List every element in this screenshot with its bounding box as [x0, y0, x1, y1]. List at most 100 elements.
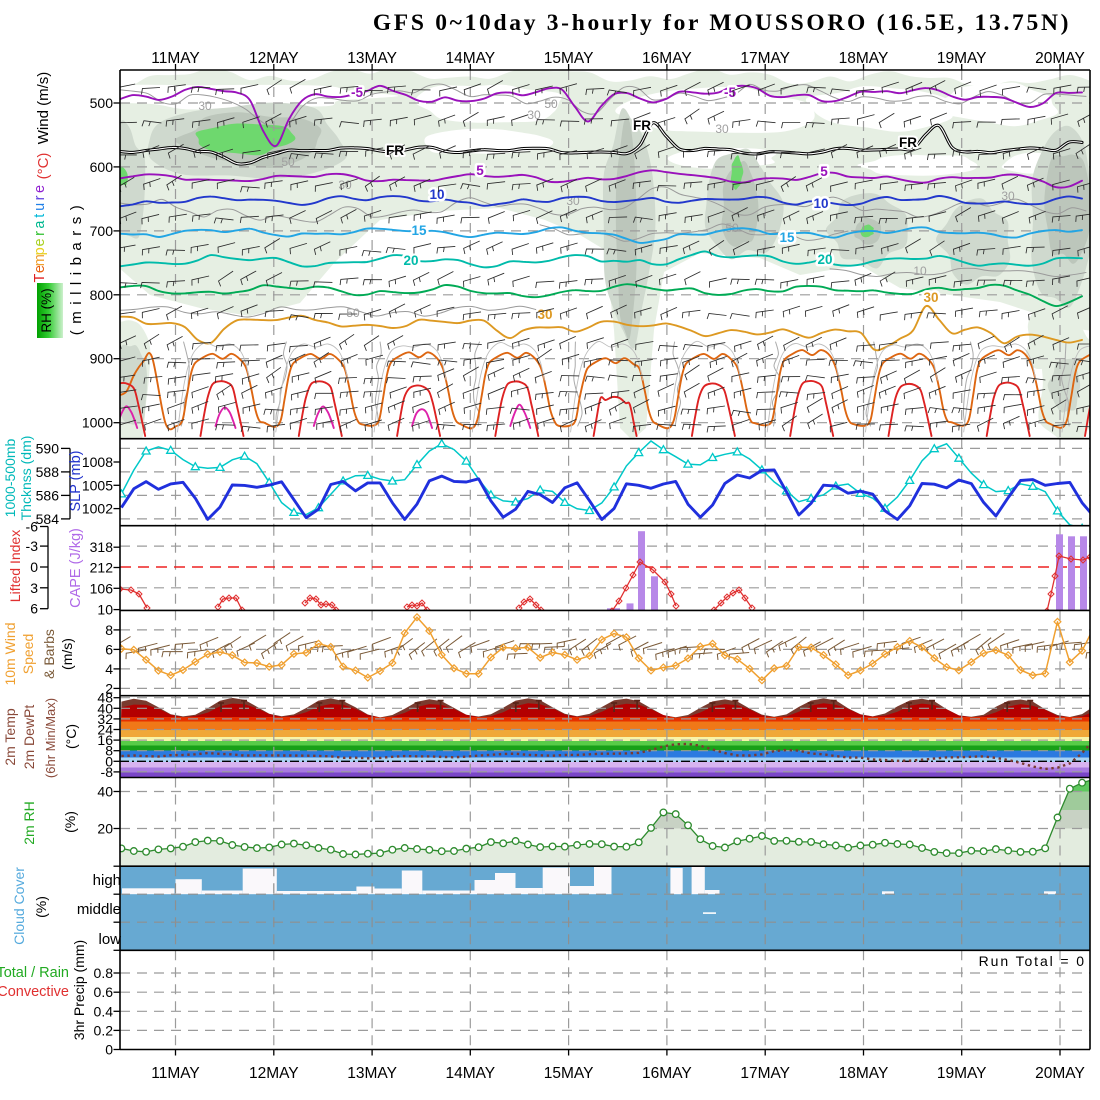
svg-text:r: r	[32, 231, 48, 236]
svg-text:low: low	[98, 931, 121, 948]
svg-text:50: 50	[281, 155, 295, 169]
svg-text:15MAY: 15MAY	[544, 50, 594, 67]
svg-text:50: 50	[544, 97, 558, 111]
svg-text:Total / Rain: Total / Rain	[0, 965, 69, 981]
svg-text:0.6: 0.6	[94, 984, 114, 1000]
svg-text:10: 10	[429, 187, 444, 202]
svg-text:48: 48	[97, 690, 113, 706]
svg-text:40: 40	[97, 700, 113, 716]
svg-text:Cloud Cover: Cloud Cover	[11, 867, 27, 945]
svg-text:u: u	[32, 203, 48, 211]
svg-text:32: 32	[97, 711, 113, 727]
svg-text:m: m	[32, 254, 48, 266]
svg-text:590: 590	[36, 440, 60, 456]
svg-text:586: 586	[36, 487, 60, 503]
svg-text:0.2: 0.2	[94, 1022, 114, 1038]
svg-text:19MAY: 19MAY	[937, 50, 987, 67]
svg-text:(m/s): (m/s)	[59, 638, 75, 670]
svg-text:Convective: Convective	[0, 984, 69, 1000]
svg-text:14MAY: 14MAY	[445, 50, 495, 67]
svg-text:14MAY: 14MAY	[445, 1065, 495, 1082]
svg-text:e: e	[32, 238, 48, 246]
svg-text:20MAY: 20MAY	[1035, 50, 1085, 67]
svg-text:4: 4	[105, 661, 113, 677]
svg-text:30: 30	[923, 290, 938, 305]
svg-text:FR: FR	[633, 118, 651, 133]
svg-text:13MAY: 13MAY	[347, 50, 397, 67]
svg-text:10: 10	[97, 602, 113, 618]
svg-text:0: 0	[30, 559, 38, 575]
svg-text:(%): (%)	[62, 811, 78, 833]
svg-text:-8: -8	[101, 764, 114, 780]
svg-text:16MAY: 16MAY	[642, 1065, 692, 1082]
svg-text:2m Temp: 2m Temp	[2, 708, 18, 766]
svg-text:Run Total = 0: Run Total = 0	[979, 953, 1086, 969]
svg-text:SLP (mb): SLP (mb)	[68, 451, 84, 512]
svg-text:1005: 1005	[82, 477, 113, 493]
svg-text:1000-500mb: 1000-500mb	[2, 438, 18, 517]
svg-text:15: 15	[411, 223, 427, 238]
svg-text:high: high	[93, 872, 121, 889]
svg-text:40: 40	[97, 784, 113, 800]
svg-text:CAPE (J/kg): CAPE (J/kg)	[68, 528, 84, 608]
svg-text:584: 584	[36, 511, 60, 527]
svg-text:18MAY: 18MAY	[839, 50, 889, 67]
svg-text:16MAY: 16MAY	[642, 50, 692, 67]
svg-text:(%): (%)	[33, 896, 49, 918]
svg-text:17MAY: 17MAY	[740, 1065, 790, 1082]
svg-text:e: e	[32, 185, 48, 193]
svg-text:(6hr Min/Max): (6hr Min/Max)	[43, 698, 58, 778]
svg-text:212: 212	[90, 560, 114, 576]
svg-text:r: r	[32, 195, 48, 200]
svg-text:10: 10	[913, 264, 927, 278]
svg-text:0.4: 0.4	[94, 1003, 114, 1019]
svg-text:Lifted Index: Lifted Index	[7, 530, 23, 602]
svg-text:318: 318	[90, 539, 114, 555]
svg-text:(°C): (°C)	[63, 724, 79, 749]
svg-text:8: 8	[105, 743, 113, 759]
svg-text:30: 30	[527, 108, 541, 122]
svg-text:19MAY: 19MAY	[937, 1065, 987, 1082]
svg-text:11MAY: 11MAY	[151, 50, 200, 67]
svg-text:(millibars): (millibars)	[68, 199, 85, 336]
svg-text:30: 30	[338, 178, 352, 192]
svg-text:-5: -5	[724, 85, 736, 100]
svg-text:1008: 1008	[82, 454, 113, 470]
svg-text:6: 6	[105, 641, 113, 657]
svg-text:RH (%): RH (%)	[39, 288, 54, 332]
svg-text:-3: -3	[26, 538, 39, 554]
svg-text:-6: -6	[26, 519, 39, 535]
svg-text:& Barbs: & Barbs	[41, 629, 57, 679]
svg-text:1000: 1000	[82, 415, 113, 431]
svg-text:GFS 0~10day 3-hourly for MOUSS: GFS 0~10day 3-hourly for MOUSSORO (16.5E…	[373, 10, 1071, 36]
svg-text:2: 2	[105, 680, 113, 696]
svg-text:0: 0	[105, 753, 113, 769]
svg-text:800: 800	[90, 287, 114, 303]
svg-text:5: 5	[476, 163, 484, 178]
svg-text:20: 20	[403, 253, 418, 268]
svg-text:12MAY: 12MAY	[249, 50, 299, 67]
svg-text:a: a	[32, 220, 48, 229]
svg-text:0: 0	[105, 1042, 113, 1058]
svg-text:700: 700	[90, 223, 114, 239]
svg-text:10: 10	[813, 196, 828, 211]
svg-text:t: t	[32, 214, 48, 218]
svg-text:1002: 1002	[82, 501, 113, 517]
svg-text:13MAY: 13MAY	[347, 1065, 397, 1082]
svg-text:50: 50	[346, 306, 360, 320]
svg-text:24: 24	[97, 722, 113, 738]
svg-text:3: 3	[30, 580, 38, 596]
svg-text:18MAY: 18MAY	[839, 1065, 889, 1082]
svg-text:30: 30	[715, 122, 729, 136]
svg-text:106: 106	[90, 580, 114, 596]
svg-text:900: 900	[90, 351, 114, 367]
svg-text:500: 500	[90, 95, 114, 111]
svg-text:600: 600	[90, 159, 114, 175]
svg-text:11MAY: 11MAY	[151, 1065, 200, 1082]
svg-text:588: 588	[36, 464, 60, 480]
svg-text:Thcknss (dm): Thcknss (dm)	[18, 436, 34, 521]
svg-text:10m Wind: 10m Wind	[2, 622, 18, 685]
svg-text:0.8: 0.8	[94, 965, 114, 981]
svg-text:12MAY: 12MAY	[249, 1065, 299, 1082]
svg-text:17MAY: 17MAY	[740, 50, 790, 67]
